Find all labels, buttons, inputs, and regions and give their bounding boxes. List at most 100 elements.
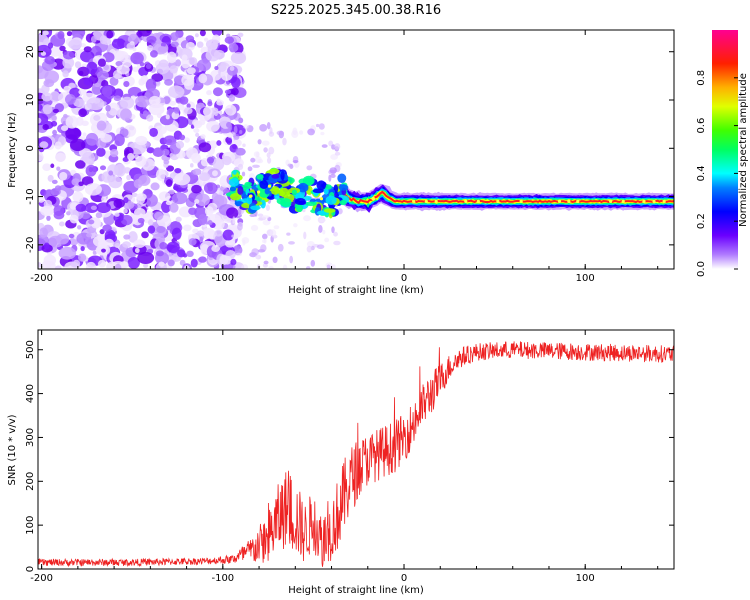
spectrogram-noise-cell xyxy=(186,250,194,258)
spectrogram-noise-cell xyxy=(179,96,189,105)
spectrogram-noise-cell xyxy=(186,103,191,109)
spectrogram-noise-cell xyxy=(38,117,42,124)
spectrogram-peak-spot xyxy=(519,199,523,204)
spectrogram-noise-cell xyxy=(214,65,219,71)
spectrogram-noise-cell xyxy=(150,182,160,191)
spectrogram-noise-cell xyxy=(85,164,97,177)
spectrogram-noise-cell xyxy=(222,188,230,194)
spectrogram-noise-cell xyxy=(277,243,284,252)
spectrogram-noise-cell xyxy=(306,165,313,171)
spectrogram-noise-cell xyxy=(213,49,225,60)
spectrogram-noise-cell xyxy=(114,263,122,269)
spectrogram-noise-cell xyxy=(165,179,173,188)
colorbar-tick-label: 0.0 xyxy=(696,261,707,277)
spectrogram-noise-cell xyxy=(330,153,339,160)
spectrogram-noise-cell xyxy=(68,39,82,50)
spectrogram-noise-cell xyxy=(158,191,171,201)
y-tick-label: -10 xyxy=(25,188,36,204)
colorbar-tick-label: 0.8 xyxy=(696,70,707,86)
spectrogram-noise-cell xyxy=(322,229,326,235)
spectrogram-signal-blob xyxy=(229,186,237,192)
spectrogram-noise-cell xyxy=(86,97,105,111)
spectrogram-noise-cell xyxy=(259,124,268,132)
spectrogram-noise-cell xyxy=(233,125,238,134)
spectrogram-noise-cell xyxy=(260,244,267,253)
spectrogram-noise-cell xyxy=(173,107,180,114)
spectrogram-noise-cell xyxy=(97,259,107,268)
spectrogram-noise-cell xyxy=(54,265,62,269)
spectrogram-noise-cell xyxy=(57,30,65,40)
spectrogram-noise-cell xyxy=(111,38,127,50)
spectrogram-frame xyxy=(37,29,675,270)
spectrogram-noise-cell xyxy=(176,97,182,103)
spectrogram-noise-cell xyxy=(293,223,298,228)
spectrogram-noise-cell xyxy=(212,87,223,97)
spectrogram-noise-cell xyxy=(78,70,84,76)
spectrogram-noise-cell xyxy=(318,218,326,223)
spectrogram-signal-blob xyxy=(246,196,253,205)
spectrogram-noise-cell xyxy=(237,163,244,170)
spectrogram-noise-cell xyxy=(127,153,135,161)
colorbar-tick-label: 0.4 xyxy=(696,165,707,181)
spectrogram-noise-cell xyxy=(194,33,199,38)
snr-x-ticks: -200 -100 0 100 xyxy=(30,330,659,584)
spectrogram-noise-cell xyxy=(141,231,149,239)
spectrogram-noise-cell xyxy=(203,182,218,195)
spectrogram-noise-cell xyxy=(74,61,82,69)
spectrogram-noise-cell xyxy=(212,170,218,177)
spectrogram-noise-cell xyxy=(334,143,341,150)
spectrogram-noise-cell xyxy=(51,58,66,70)
spectrogram-noise-cell xyxy=(146,147,155,154)
spectrogram-noise-cell xyxy=(241,237,250,244)
spectrogram-noise-cell xyxy=(84,183,102,196)
spectrogram-noise-cell xyxy=(334,151,341,156)
spectrogram-noise-cell xyxy=(167,85,185,99)
spectrogram-peak-spot xyxy=(319,197,324,201)
spectrogram-noise-cell xyxy=(39,227,48,238)
spectrogram-noise-cell xyxy=(123,80,130,88)
spectrogram-noise-cell xyxy=(102,224,112,232)
spectrogram-signal-blob xyxy=(280,170,285,181)
spectrogram-noise-cell xyxy=(137,251,155,265)
spectrogram-noise-cell xyxy=(237,223,243,231)
spectrogram-noise-cell xyxy=(303,215,311,222)
spectrogram-noise-layer xyxy=(38,30,343,269)
spectrogram-noise-cell xyxy=(318,123,325,130)
spectrogram-noise-cell xyxy=(316,244,325,250)
x-tick-label: -200 xyxy=(30,273,53,284)
spectrogram-peak-spot xyxy=(496,199,500,204)
spectrogram-noise-cell xyxy=(228,94,236,102)
spectrogram-noise-cell xyxy=(299,130,304,135)
spectrogram-noise-cell xyxy=(178,206,193,218)
spectrogram-noise-cell xyxy=(272,256,278,264)
spectrogram-noise-cell xyxy=(192,228,199,234)
spectrogram-noise-cell xyxy=(149,127,158,138)
spectrogram-noise-cell xyxy=(198,73,208,84)
spectrogram-noise-cell xyxy=(60,125,69,132)
spectrogram-noise-cell xyxy=(177,249,186,258)
spectrogram-noise-cell xyxy=(123,197,129,204)
spectrogram-noise-cell xyxy=(157,46,168,53)
spectrogram-noise-cell xyxy=(135,135,148,146)
spectrogram-noise-cell xyxy=(330,173,336,179)
spectrogram-noise-cell xyxy=(147,225,156,234)
colorbar-gradient xyxy=(712,30,738,269)
spectrogram-noise-cell xyxy=(41,260,52,269)
spectrogram-noise-cell xyxy=(263,147,268,153)
spectrogram-noise-cell xyxy=(68,233,75,239)
spectrogram-noise-cell xyxy=(122,156,129,163)
spectrogram-noise-cell xyxy=(235,147,246,156)
spectrogram-noise-cell xyxy=(261,140,270,146)
spectrogram-noise-cell xyxy=(212,157,225,171)
y-tick-label: 400 xyxy=(25,384,36,403)
spectrogram-noise-cell xyxy=(85,132,99,146)
spectrogram-noise-cell xyxy=(120,214,133,226)
spectrogram-noise-cell xyxy=(166,241,180,254)
spectrogram-peak-spot xyxy=(464,199,468,204)
spectrogram-noise-cell xyxy=(257,213,264,217)
spectrogram-noise-cell xyxy=(115,60,123,67)
spectrogram-noise-cell xyxy=(152,147,164,158)
spectrogram-noise-cell xyxy=(147,44,154,51)
spectrogram-noise-cell xyxy=(100,133,113,143)
